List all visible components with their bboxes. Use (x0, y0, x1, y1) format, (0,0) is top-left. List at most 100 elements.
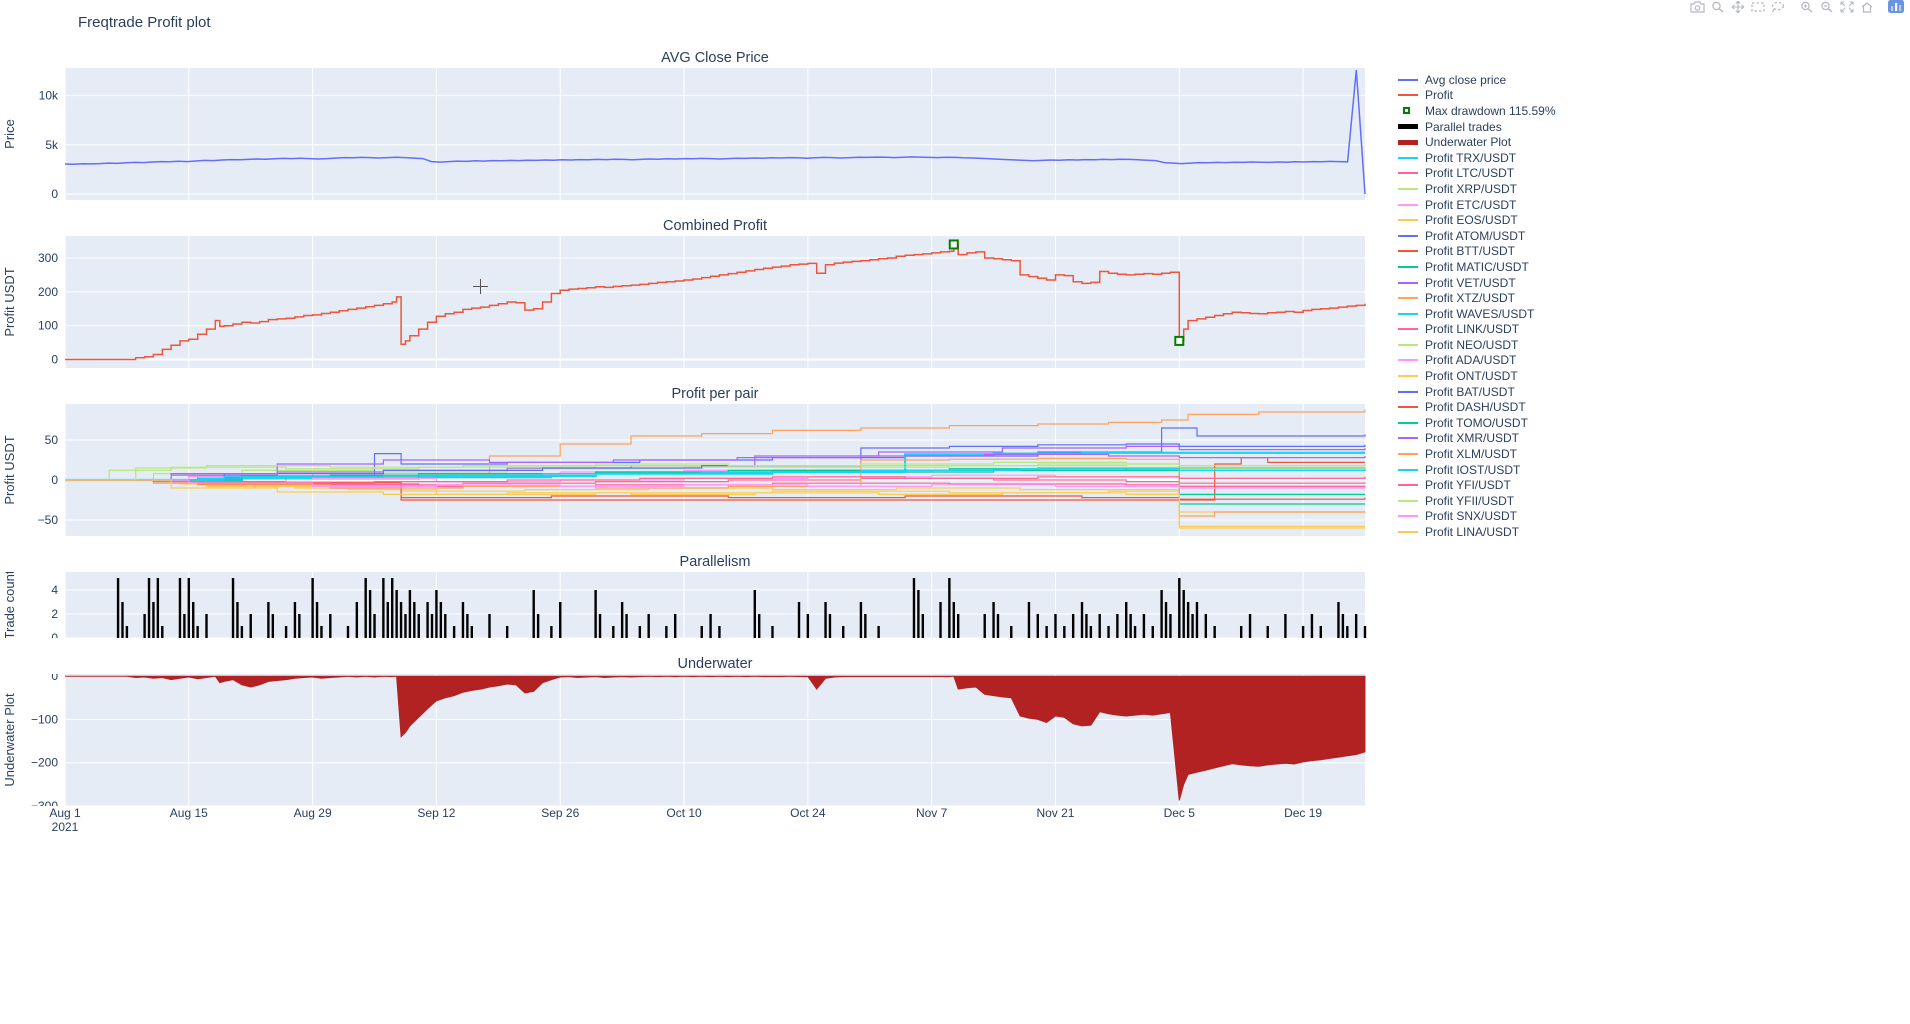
plotly-modebar (1689, 0, 1904, 13)
legend-item-profit[interactable]: Profit (1398, 88, 1556, 104)
legend-item-parallel-trades[interactable]: Parallel trades (1398, 119, 1556, 135)
legend-label: Profit DASH/USDT (1425, 400, 1526, 415)
legend-item-profit-vet-usdt[interactable]: Profit VET/USDT (1398, 275, 1556, 291)
y-tick-label: 0 (51, 674, 58, 683)
y-axis-title: Profit USDT (2, 267, 17, 336)
legend-swatch-icon (1398, 234, 1420, 237)
legend-label: Profit WAVES/USDT (1425, 306, 1535, 321)
legend-item-profit-trx-usdt[interactable]: Profit TRX/USDT (1398, 150, 1556, 166)
legend-item-underwater-plot[interactable]: Underwater Plot (1398, 134, 1556, 150)
legend-item-profit-ltc-usdt[interactable]: Profit LTC/USDT (1398, 166, 1556, 182)
legend-swatch-icon (1398, 94, 1420, 97)
y-tick-label: 0 (51, 187, 58, 200)
legend-item-profit-snx-usdt[interactable]: Profit SNX/USDT (1398, 509, 1556, 525)
legend-item-profit-ont-usdt[interactable]: Profit ONT/USDT (1398, 368, 1556, 384)
plotly-logo[interactable] (1887, 0, 1904, 13)
subplot-underwater[interactable]: 0 −100 −200 −300 Underwater Plot (0, 669, 1375, 813)
legend-item-avg-close-price[interactable]: Avg close price (1398, 72, 1556, 88)
subplot-avg-close-price[interactable]: 0 5k 10k Price (0, 68, 1375, 205)
legend-item-profit-lina-usdt[interactable]: Profit LINA/USDT (1398, 524, 1556, 540)
legend-label: Profit ATOM/USDT (1425, 228, 1526, 243)
legend-swatch-icon (1398, 499, 1420, 502)
box-select-icon[interactable] (1749, 0, 1766, 13)
lasso-select-icon[interactable] (1769, 0, 1786, 13)
x-tick-label: Nov 21 (1036, 806, 1075, 820)
legend-label: Profit (1425, 88, 1454, 103)
legend-label: Profit TOMO/USDT (1425, 415, 1528, 430)
y-tick-label: 0 (51, 353, 58, 367)
subplot-combined-profit[interactable]: 0 100 200 300 Profit USDT (0, 236, 1375, 373)
legend-swatch-icon (1398, 359, 1420, 362)
legend-label: Profit ONT/USDT (1425, 369, 1518, 384)
y-tick-label: 2 (51, 607, 58, 621)
y-axis-title: Trade count (2, 572, 17, 638)
legend-label: Profit MATIC/USDT (1425, 259, 1529, 274)
legend-swatch-icon (1398, 437, 1420, 440)
y-axis-title: Price (2, 119, 17, 149)
legend-swatch-icon (1398, 219, 1420, 222)
legend-swatch-icon (1398, 297, 1420, 300)
legend-item-profit-yfi-usdt[interactable]: Profit YFI/USDT (1398, 477, 1556, 493)
x-tick-label: Oct 10 (666, 806, 702, 820)
legend-item-profit-xmr-usdt[interactable]: Profit XMR/USDT (1398, 431, 1556, 447)
y-tick-label: 50 (45, 433, 59, 447)
legend-item-profit-xrp-usdt[interactable]: Profit XRP/USDT (1398, 181, 1556, 197)
legend-swatch-icon (1398, 406, 1420, 409)
y-tick-label: −300 (31, 799, 58, 806)
legend-label: Profit LTC/USDT (1425, 166, 1515, 181)
legend-label: Profit XRP/USDT (1425, 181, 1518, 196)
pan-icon[interactable] (1729, 0, 1746, 13)
legend-swatch-icon (1398, 265, 1420, 268)
legend-item-profit-link-usdt[interactable]: Profit LINK/USDT (1398, 322, 1556, 338)
legend-label: Profit NEO/USDT (1425, 337, 1519, 352)
legend-item-profit-neo-usdt[interactable]: Profit NEO/USDT (1398, 337, 1556, 353)
legend-label: Profit BAT/USDT (1425, 384, 1515, 399)
legend-item-profit-etc-usdt[interactable]: Profit ETC/USDT (1398, 197, 1556, 213)
legend-item-profit-dash-usdt[interactable]: Profit DASH/USDT (1398, 399, 1556, 415)
legend-swatch-icon (1398, 375, 1420, 378)
y-tick-label: 200 (38, 285, 58, 299)
legend-item-profit-atom-usdt[interactable]: Profit ATOM/USDT (1398, 228, 1556, 244)
y-tick-label: 0 (51, 631, 58, 638)
legend-label: Profit EOS/USDT (1425, 213, 1518, 228)
legend-item-profit-ada-usdt[interactable]: Profit ADA/USDT (1398, 353, 1556, 369)
legend-label: Profit XTZ/USDT (1425, 291, 1516, 306)
legend-item-profit-xlm-usdt[interactable]: Profit XLM/USDT (1398, 446, 1556, 462)
legend: Avg close price Profit Max drawdown 115.59… (1398, 72, 1556, 540)
x-tick-label: Dec 19 (1284, 806, 1323, 820)
legend-swatch-icon (1398, 124, 1420, 130)
legend-swatch-icon (1398, 468, 1420, 471)
legend-item-profit-eos-usdt[interactable]: Profit EOS/USDT (1398, 212, 1556, 228)
legend-item-profit-bat-usdt[interactable]: Profit BAT/USDT (1398, 384, 1556, 400)
legend-item-profit-waves-usdt[interactable]: Profit WAVES/USDT (1398, 306, 1556, 322)
legend-item-profit-xtz-usdt[interactable]: Profit XTZ/USDT (1398, 290, 1556, 306)
legend-item-profit-matic-usdt[interactable]: Profit MATIC/USDT (1398, 259, 1556, 275)
legend-swatch-icon (1398, 343, 1420, 346)
legend-label: Profit ETC/USDT (1425, 197, 1517, 212)
legend-item-profit-tomo-usdt[interactable]: Profit TOMO/USDT (1398, 415, 1556, 431)
legend-label: Avg close price (1425, 72, 1507, 87)
zoom-icon[interactable] (1709, 0, 1726, 13)
legend-swatch-icon (1398, 312, 1420, 315)
zoom-in-icon[interactable] (1798, 0, 1815, 13)
subplot-title-combined-profit: Combined Profit (663, 218, 767, 234)
legend-item-profit-iost-usdt[interactable]: Profit IOST/USDT (1398, 462, 1556, 478)
legend-item-max-drawdown-115-59-[interactable]: Max drawdown 115.59% (1398, 103, 1556, 119)
legend-item-profit-yfii-usdt[interactable]: Profit YFII/USDT (1398, 493, 1556, 509)
legend-swatch-icon (1398, 250, 1420, 253)
legend-swatch-icon (1398, 281, 1420, 284)
legend-label: Max drawdown 115.59% (1425, 103, 1556, 118)
legend-item-profit-btt-usdt[interactable]: Profit BTT/USDT (1398, 244, 1556, 260)
reset-axes-icon[interactable] (1858, 0, 1875, 13)
y-tick-label: −200 (31, 756, 58, 770)
subplot-profit-per-pair[interactable]: −50 0 50 Profit USDT (0, 404, 1375, 541)
y-axis-title: Underwater Plot (2, 693, 17, 787)
y-tick-label: 100 (38, 319, 58, 333)
zoom-out-icon[interactable] (1818, 0, 1835, 13)
x-tick-label: Oct 24 (790, 806, 826, 820)
legend-swatch-icon (1398, 156, 1420, 159)
autoscale-icon[interactable] (1838, 0, 1855, 13)
camera-icon[interactable] (1689, 0, 1706, 13)
subplot-parallelism[interactable]: 0 2 4 Trade count (0, 570, 1375, 645)
x-tick-label: Dec 5 (1163, 806, 1195, 820)
